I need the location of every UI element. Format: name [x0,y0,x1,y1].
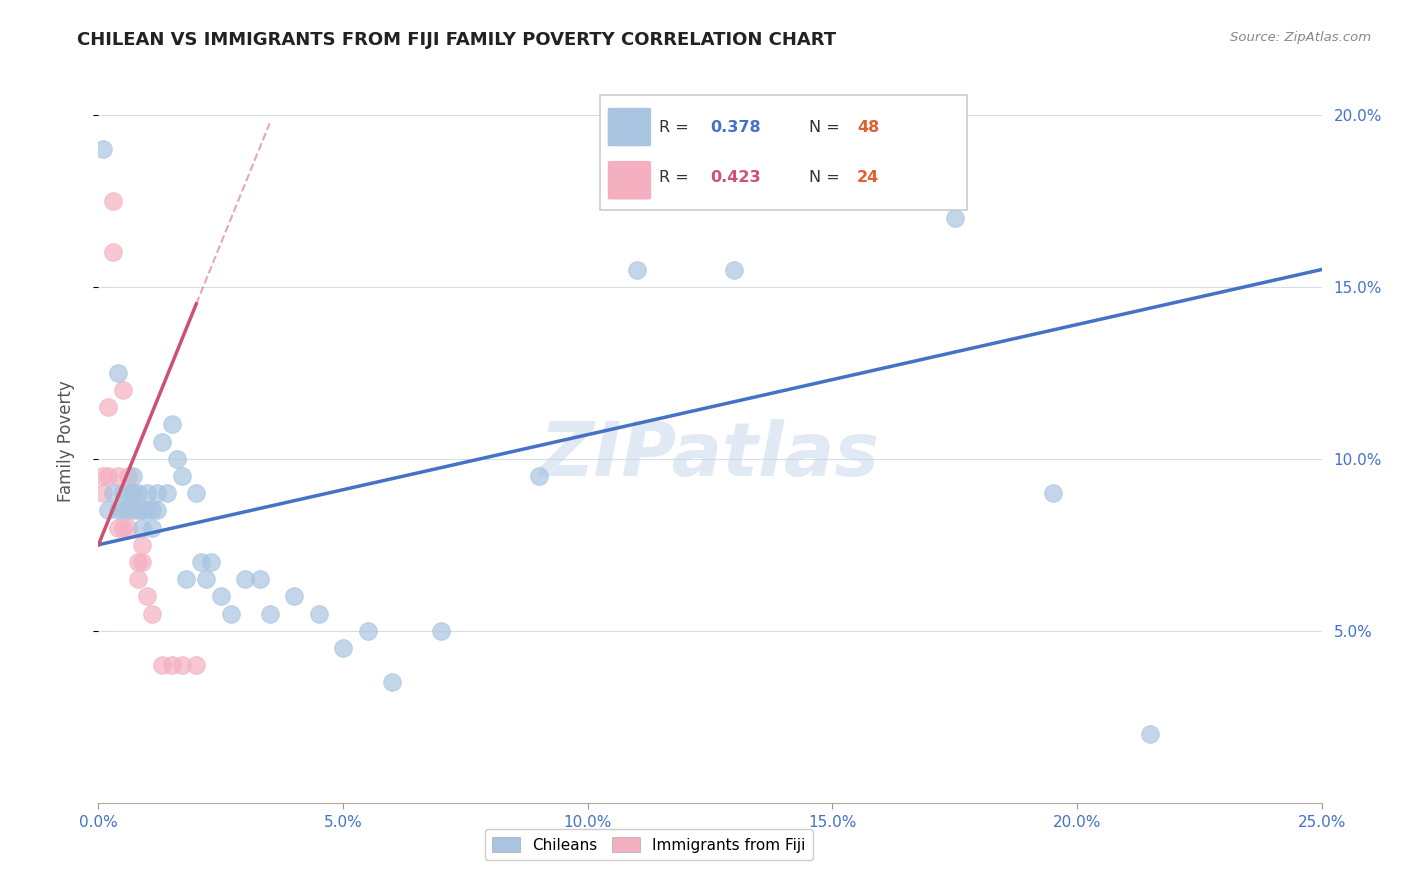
Point [146,503,169,517]
Point [107,520,129,534]
Point [186,486,208,500]
Text: CHILEAN VS IMMIGRANTS FROM FIJI FAMILY POVERTY CORRELATION CHART: CHILEAN VS IMMIGRANTS FROM FIJI FAMILY P… [77,31,837,49]
Point [131,520,153,534]
Point [381,675,404,690]
Point [107,469,129,483]
Point [107,503,129,517]
Point [176,572,198,586]
Point [156,486,179,500]
Legend: Chileans, Immigrants from Fiji: Chileans, Immigrants from Fiji [485,830,813,860]
Point [1042,486,1064,500]
Point [283,590,305,604]
Point [111,520,134,534]
Point [111,486,134,500]
Point [626,262,648,277]
Y-axis label: Family Poverty: Family Poverty [56,381,75,502]
Point [91,469,114,483]
Point [160,658,183,673]
Point [146,486,169,500]
Point [97,400,120,414]
Point [97,503,120,517]
Point [209,590,232,604]
Point [127,555,149,569]
Point [121,469,143,483]
Point [150,658,173,673]
Point [249,572,271,586]
Point [136,503,159,517]
Point [101,486,124,500]
Point [101,194,124,208]
Point [150,434,173,449]
Point [943,211,966,225]
Point [121,486,143,500]
Point [195,572,218,586]
Point [141,503,163,517]
Point [166,451,188,466]
Point [430,624,453,638]
Point [259,607,281,621]
Point [121,486,143,500]
Point [356,624,378,638]
Point [97,469,120,483]
Point [121,503,143,517]
Point [332,640,354,655]
Point [723,262,745,277]
Point [131,555,153,569]
Point [117,520,139,534]
Point [136,486,159,500]
Point [219,607,242,621]
Point [141,520,163,534]
Point [101,245,124,260]
Point [111,503,134,517]
Point [233,572,256,586]
Point [131,538,153,552]
Point [308,607,330,621]
Point [136,590,159,604]
Point [111,383,134,397]
Point [127,486,149,500]
Point [200,555,222,569]
Point [527,469,550,483]
Point [127,503,149,517]
Point [91,142,114,156]
Text: Source: ZipAtlas.com: Source: ZipAtlas.com [1230,31,1371,45]
Point [1139,727,1161,741]
Point [117,469,139,483]
Point [186,658,208,673]
Point [107,366,129,380]
Point [170,469,193,483]
Point [170,658,193,673]
Point [127,572,149,586]
Text: ZIPatlas: ZIPatlas [540,419,880,492]
Point [190,555,212,569]
Point [117,486,139,500]
Point [131,503,153,517]
Point [91,486,114,500]
Point [141,607,163,621]
Point [160,417,183,432]
Point [117,503,139,517]
